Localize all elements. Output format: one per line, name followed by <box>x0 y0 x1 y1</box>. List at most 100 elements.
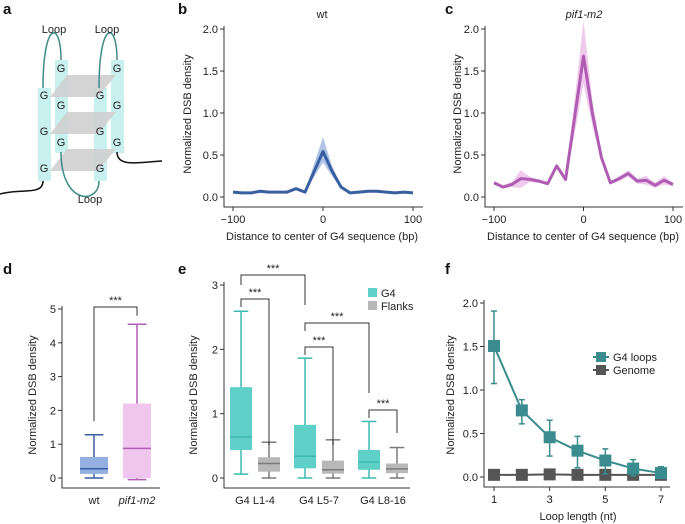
panel-f-ytick-label: 1.5 <box>463 342 478 354</box>
panel-e-axes <box>223 282 410 489</box>
g-tetrad-plane <box>50 112 116 134</box>
panel-b-ytick-label: 0.5 <box>203 150 218 162</box>
loop-label: Loop <box>42 24 66 36</box>
panel-e-significance-label: *** <box>267 263 281 275</box>
guanine-label: G <box>40 90 49 102</box>
panel-b-title: wt <box>316 9 328 21</box>
panel-e-category-label: G4 L8-16 <box>360 495 406 507</box>
guanine-label: G <box>57 100 66 112</box>
panel-e-legend-swatch <box>368 301 377 310</box>
panel-f-genome-marker <box>571 468 584 481</box>
panel-f-ylabel: Normalized DSB density <box>445 335 457 455</box>
panel-e-significance-label: *** <box>313 335 327 347</box>
panel-c-ytick-label: 1.5 <box>464 66 479 78</box>
panel-d-ytick-label: 3 <box>50 372 56 384</box>
panel-d-category-label: wt <box>88 495 100 507</box>
panel-b-ytick-label: 1.5 <box>203 66 218 78</box>
panel-c-ytick-label: 2.0 <box>464 24 479 36</box>
panel-c-line <box>493 54 674 189</box>
panel-b-ytick-label: 0.0 <box>203 192 218 204</box>
panel-d-significance-bracket <box>93 306 138 422</box>
panel-b-xtick-label: 100 <box>404 214 422 226</box>
g-tetrad-plane <box>50 149 116 171</box>
guanine-label: G <box>96 126 105 138</box>
panel-f-legend-marker <box>596 365 606 375</box>
panel-b-axes <box>223 26 423 208</box>
panel-f-genome-marker <box>599 468 612 481</box>
guanine-label: G <box>113 100 122 112</box>
panel-d-ytick-label: 2 <box>50 405 56 417</box>
loop-strand <box>98 32 118 89</box>
panel-d-ytick-label: 0 <box>50 473 56 485</box>
panel-b-xlabel: Distance to center of G4 sequence (bp) <box>226 231 418 243</box>
panel-f-axes <box>483 300 670 488</box>
dna-tail <box>116 151 163 164</box>
panel-e-ytick-label: 0 <box>212 473 218 485</box>
panel-c-confidence-band <box>494 20 673 189</box>
panel-e-significance-label: *** <box>377 398 391 410</box>
panel-label-b: b <box>178 1 187 18</box>
panel-c-ytick-label: 0.5 <box>464 150 479 162</box>
panel-f-g4-loops-marker <box>488 339 500 352</box>
panel-c-xtick-label: 100 <box>664 214 682 226</box>
guanine-label: G <box>57 137 66 149</box>
guanine-label: G <box>96 163 105 175</box>
guanine-label: G <box>40 163 49 175</box>
panel-c-ytick-label: 1.0 <box>464 108 479 120</box>
panel-f-g4-loops-marker <box>515 404 528 417</box>
panel-e-g4-box <box>358 449 380 470</box>
panel-f-g4-loops-marker <box>599 454 612 467</box>
guanine-label: G <box>40 126 49 138</box>
panel-d-ytick-label: 4 <box>50 338 56 350</box>
panel-e-ytick-label: 1 <box>212 409 218 421</box>
panel-c-ylabel: Normalized DSB density <box>452 54 464 174</box>
panel-b-xtick-label: 0 <box>320 214 326 226</box>
panel-label-f: f <box>445 261 451 278</box>
strand-pillar <box>111 60 124 153</box>
panel-f-ytick-label: 0.5 <box>463 429 478 441</box>
panel-e-category-label: G4 L1-4 <box>235 495 275 507</box>
panel-e-ytick-label: 2 <box>212 344 218 356</box>
panel-e-ytick-label: 3 <box>212 280 218 292</box>
panel-f-legend-label: Genome <box>613 365 655 377</box>
panel-f-g4-loops-marker <box>571 444 584 457</box>
panel-label-c: c <box>445 1 453 18</box>
panel-d-pif1-m2-box <box>123 403 151 479</box>
panel-e-significance-bracket <box>368 409 398 433</box>
panel-c-xlabel: Distance to center of G4 sequence (bp) <box>487 231 679 243</box>
panel-e-legend-label: G4 <box>381 288 396 300</box>
panel-e-g4-box <box>294 424 316 469</box>
panel-d-ylabel: Normalized DSB density <box>27 335 39 455</box>
panel-e-legend-label: Flanks <box>381 301 414 313</box>
panel-f-legend-label: G4 loops <box>613 352 658 364</box>
panel-d-wt-box <box>80 456 108 474</box>
panel-e-significance-label: *** <box>249 287 263 299</box>
panel-f-ytick-label: 1.0 <box>463 385 478 397</box>
panel-c-axes <box>484 26 683 208</box>
panel-e-significance-bracket <box>240 298 270 445</box>
panel-d-ytick-label: 5 <box>50 304 56 316</box>
panel-e-legend-swatch <box>368 288 377 297</box>
panel-label-e: e <box>178 261 186 278</box>
panel-b-confidence-band <box>233 137 413 194</box>
loop-strand <box>60 151 100 198</box>
panel-d-ytick-label: 1 <box>50 439 56 451</box>
panel-f-xlabel: Loop length (nt) <box>539 511 616 523</box>
panel-d-significance-label: *** <box>109 295 123 307</box>
panel-f-genome-marker <box>543 468 556 481</box>
panel-d-category-label: pif1-m2 <box>118 495 156 507</box>
panel-f-g4-loops-marker <box>627 462 640 475</box>
panel-b-ylabel: Normalized DSB density <box>182 54 194 174</box>
loop-strand <box>42 32 62 89</box>
panel-c-xtick-label: −100 <box>482 214 507 226</box>
panel-label-a: a <box>3 1 12 18</box>
guanine-label: G <box>57 63 66 75</box>
panel-e-g4-box <box>230 387 252 450</box>
panel-e-category-label: G4 L5-7 <box>299 495 339 507</box>
panel-e-flanks-box <box>258 457 280 472</box>
dna-tail <box>0 180 44 195</box>
panel-f-xtick-label: 7 <box>658 494 664 506</box>
guanine-label: G <box>96 90 105 102</box>
